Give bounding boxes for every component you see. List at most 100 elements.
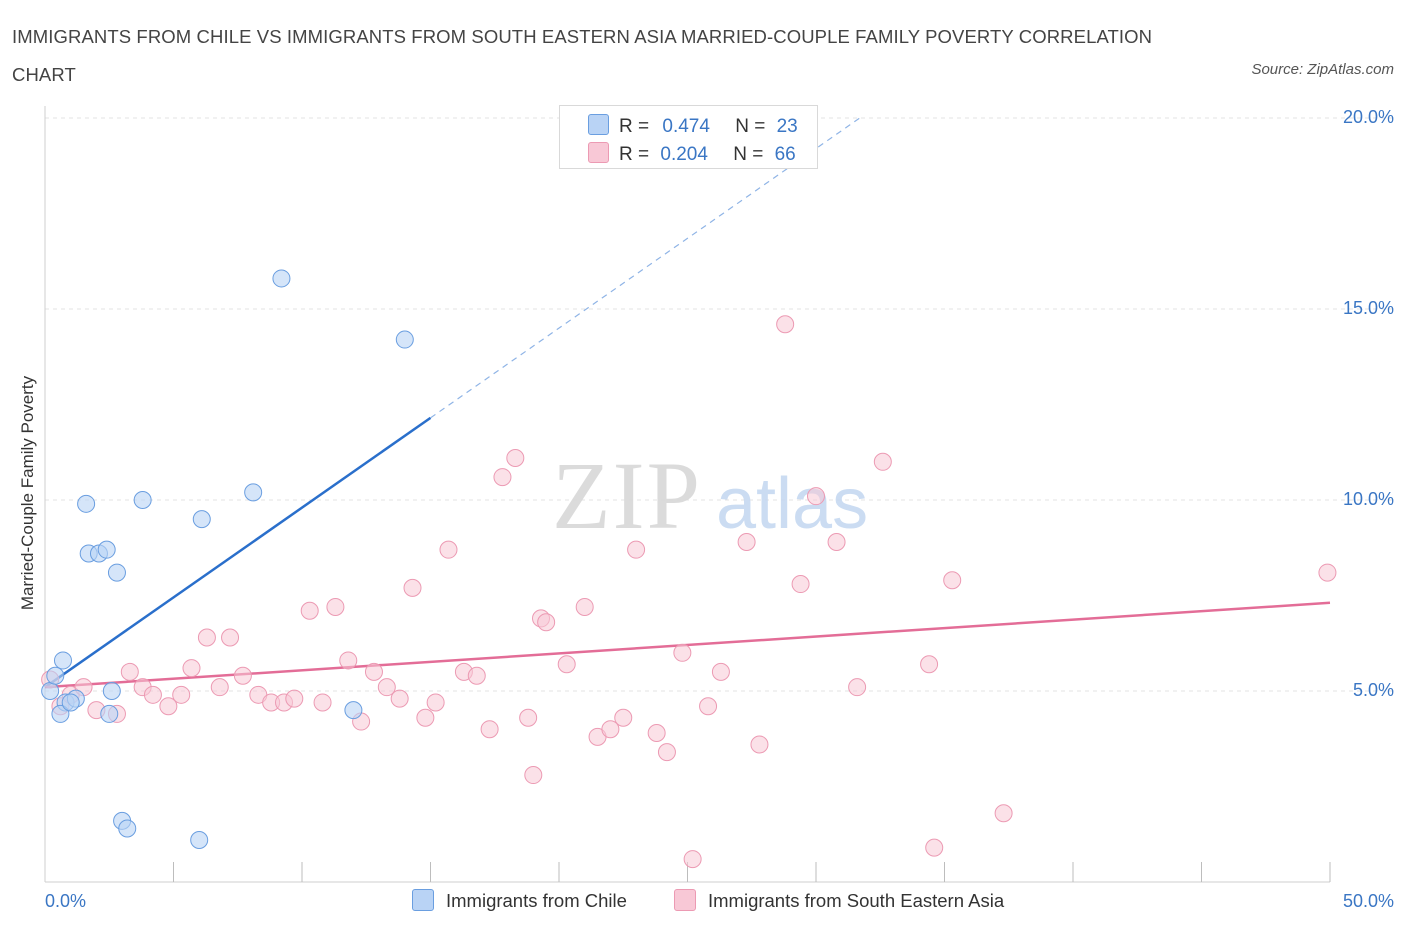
- legend-item-sea[interactable]: Immigrants from South Eastern Asia: [674, 889, 1004, 912]
- data-point-sea: [848, 678, 867, 697]
- data-point-sea: [519, 708, 538, 727]
- data-point-sea: [416, 708, 435, 727]
- data-point-sea: [647, 724, 666, 743]
- data-point-chile: [107, 563, 126, 582]
- y-tick-label: 10.0%: [1342, 489, 1394, 509]
- data-point-sea: [614, 708, 633, 727]
- legend-n-label: N =: [735, 116, 766, 137]
- data-point-sea: [182, 659, 201, 678]
- data-point-sea: [925, 838, 944, 857]
- data-point-sea: [426, 693, 445, 712]
- legend-item-chile[interactable]: Immigrants from Chile: [412, 889, 627, 912]
- legend-label-chile: Immigrants from Chile: [446, 890, 627, 911]
- watermark-zip: ZIP: [552, 442, 702, 549]
- data-point-sea: [673, 643, 692, 662]
- data-point-sea: [524, 766, 543, 785]
- data-point-sea: [943, 571, 962, 590]
- legend-swatch-chile: [588, 114, 609, 135]
- data-point-sea: [920, 655, 939, 674]
- data-point-sea: [1318, 563, 1337, 582]
- data-point-sea: [557, 655, 576, 674]
- watermark-atlas: atlas: [716, 464, 868, 544]
- legend-r-value-chile: 0.474: [662, 116, 710, 137]
- data-point-sea: [827, 533, 846, 552]
- data-point-chile: [46, 666, 65, 685]
- data-point-sea: [627, 540, 646, 559]
- data-point-sea: [439, 540, 458, 559]
- data-point-chile: [61, 693, 80, 712]
- data-point-chile: [100, 704, 119, 723]
- legend-r-label: R =: [619, 144, 650, 165]
- y-tick-label: 5.0%: [1352, 680, 1394, 700]
- data-point-chile: [395, 330, 414, 349]
- legend-swatch-sea: [674, 889, 696, 911]
- data-point-chile: [133, 491, 152, 509]
- data-point-sea: [994, 804, 1013, 823]
- data-point-chile: [344, 701, 363, 720]
- data-point-sea: [601, 720, 620, 739]
- legend-row-chile: R = 0.474 N = 23: [588, 114, 798, 138]
- y-axis-label: Married-Couple Family Poverty: [18, 375, 37, 611]
- data-point-sea: [313, 693, 332, 712]
- legend-swatch-sea: [588, 142, 609, 163]
- data-point-sea: [873, 452, 892, 471]
- chart-title: IMMIGRANTS FROM CHILE VS IMMIGRANTS FROM…: [12, 26, 1153, 85]
- data-point-sea: [300, 601, 319, 620]
- data-point-sea: [683, 850, 702, 869]
- data-point-chile: [272, 269, 291, 288]
- data-point-sea: [120, 662, 139, 681]
- data-point-sea: [285, 689, 304, 708]
- data-point-chile: [53, 651, 72, 670]
- data-point-sea: [699, 697, 718, 716]
- data-point-sea: [776, 315, 795, 334]
- data-point-sea: [750, 735, 769, 754]
- legend-row-sea: R = 0.204 N = 66: [588, 142, 796, 166]
- data-point-sea: [737, 533, 756, 552]
- data-point-sea: [493, 468, 512, 487]
- stats-legend: R = 0.474 N = 23 R = 0.204 N = 66: [559, 105, 818, 169]
- data-point-chile: [51, 704, 70, 723]
- data-point-sea: [791, 575, 810, 594]
- data-point-chile: [192, 510, 211, 529]
- data-point-sea: [403, 578, 422, 597]
- legend-n-value-sea: 66: [774, 144, 796, 165]
- y-tick-label: 15.0%: [1342, 298, 1394, 318]
- data-point-sea: [377, 678, 396, 697]
- data-point-sea: [197, 628, 216, 647]
- data-point-sea: [506, 448, 525, 467]
- data-point-sea: [143, 685, 162, 704]
- legend-r-value-sea: 0.204: [660, 144, 708, 165]
- data-point-sea: [657, 743, 676, 762]
- data-point-sea: [159, 697, 178, 716]
- data-point-sea: [537, 613, 556, 632]
- data-point-sea: [390, 689, 409, 708]
- data-point-sea: [221, 628, 240, 647]
- legend-n-label: N =: [733, 144, 764, 165]
- data-point-sea: [467, 666, 486, 685]
- series-legend: Immigrants from Chile Immigrants from So…: [0, 889, 1406, 915]
- legend-r-label: R =: [619, 116, 650, 137]
- data-point-sea: [480, 720, 499, 739]
- data-point-sea: [326, 597, 345, 616]
- data-point-chile: [190, 830, 209, 849]
- data-point-sea: [711, 662, 730, 681]
- y-tick-label: 20.0%: [1342, 107, 1394, 127]
- data-point-chile: [118, 819, 137, 838]
- data-point-chile: [244, 483, 263, 502]
- legend-n-value-chile: 23: [776, 116, 798, 137]
- data-point-sea: [575, 597, 594, 616]
- data-point-sea: [172, 685, 191, 704]
- data-point-chile: [97, 540, 116, 559]
- data-point-sea: [233, 666, 252, 685]
- data-point-chile: [102, 682, 121, 700]
- data-point-chile: [77, 494, 96, 513]
- x-tick-label: 50.0%: [1342, 891, 1394, 911]
- trend-line-sea: [44, 601, 1331, 689]
- data-point-sea: [364, 662, 383, 681]
- data-point-sea: [807, 487, 825, 506]
- data-point-chile: [41, 682, 60, 700]
- legend-label-sea: Immigrants from South Eastern Asia: [708, 890, 1005, 911]
- legend-swatch-chile: [412, 889, 434, 911]
- x-tick-label: 0.0%: [45, 891, 87, 911]
